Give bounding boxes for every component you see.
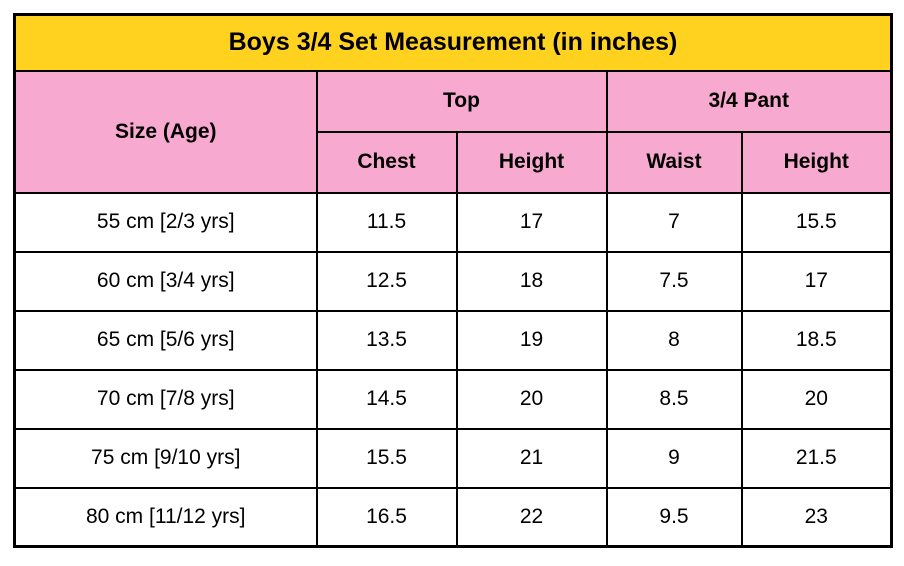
chest-cell: 11.5	[315, 191, 458, 253]
waist-cell: 7	[605, 191, 743, 253]
waist-cell: 8	[605, 309, 743, 371]
table-row: 60 cm [3/4 yrs] 12.5 18 7.5 17	[13, 250, 893, 312]
header-chest: Chest	[315, 130, 458, 194]
size-cell: 70 cm [7/8 yrs]	[13, 368, 318, 430]
waist-cell: 9.5	[605, 486, 743, 548]
size-cell: 55 cm [2/3 yrs]	[13, 191, 318, 253]
size-cell: 75 cm [9/10 yrs]	[13, 427, 318, 489]
pant-height-cell: 23	[740, 486, 893, 548]
top-height-cell: 18	[455, 250, 608, 312]
chest-cell: 13.5	[315, 309, 458, 371]
header-group-row: Size (Age) Top 3/4 Pant	[13, 69, 893, 194]
pant-height-cell: 17	[740, 250, 893, 312]
size-cell: 80 cm [11/12 yrs]	[13, 486, 318, 548]
top-height-cell: 20	[455, 368, 608, 430]
top-height-cell: 21	[455, 427, 608, 489]
waist-cell: 9	[605, 427, 743, 489]
header-top-height: Height	[455, 130, 608, 194]
header-pant-height: Height	[740, 130, 893, 194]
pant-height-cell: 15.5	[740, 191, 893, 253]
top-height-cell: 19	[455, 309, 608, 371]
header-sub-row: Chest Height Waist Height	[15, 130, 893, 194]
waist-cell: 7.5	[605, 250, 743, 312]
header-group-top: Top	[315, 69, 608, 133]
chest-cell: 15.5	[315, 427, 458, 489]
chest-cell: 14.5	[315, 368, 458, 430]
header-group-pant: 3/4 Pant	[605, 69, 893, 133]
header-waist: Waist	[605, 130, 743, 194]
chest-cell: 12.5	[315, 250, 458, 312]
waist-cell: 8.5	[605, 368, 743, 430]
pant-height-cell: 21.5	[740, 427, 893, 489]
size-chart-table: Boys 3/4 Set Measurement (in inches) Siz…	[13, 13, 893, 548]
table-row: 55 cm [2/3 yrs] 11.5 17 7 15.5	[13, 191, 893, 253]
size-cell: 65 cm [5/6 yrs]	[13, 309, 318, 371]
size-cell: 60 cm [3/4 yrs]	[13, 250, 318, 312]
header-size-age: Size (Age)	[13, 69, 318, 194]
table-row: 70 cm [7/8 yrs] 14.5 20 8.5 20	[13, 368, 893, 430]
title-row: Boys 3/4 Set Measurement (in inches)	[13, 13, 893, 72]
table-title: Boys 3/4 Set Measurement (in inches)	[13, 13, 893, 72]
chest-cell: 16.5	[315, 486, 458, 548]
pant-height-cell: 20	[740, 368, 893, 430]
top-height-cell: 17	[455, 191, 608, 253]
table-row: 75 cm [9/10 yrs] 15.5 21 9 21.5	[13, 427, 893, 489]
table-row: 80 cm [11/12 yrs] 16.5 22 9.5 23	[13, 486, 893, 548]
top-height-cell: 22	[455, 486, 608, 548]
pant-height-cell: 18.5	[740, 309, 893, 371]
table-row: 65 cm [5/6 yrs] 13.5 19 8 18.5	[13, 309, 893, 371]
